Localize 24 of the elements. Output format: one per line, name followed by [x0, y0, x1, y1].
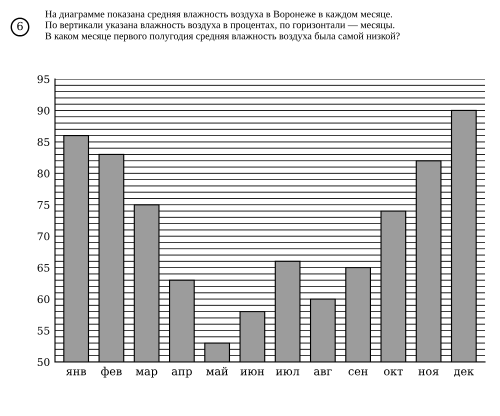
y-tick-label: 80	[38, 170, 50, 178]
text: 6	[17, 22, 23, 30]
y-tick-label: 65	[38, 264, 50, 272]
y-tick-label: 50	[38, 358, 50, 366]
x-tick-label: май	[206, 366, 228, 376]
y-tick-label: 75	[38, 201, 50, 209]
x-tick-label: июл	[276, 369, 300, 376]
x-tick-label: апр	[172, 369, 192, 378]
x-tick-label: июн	[240, 369, 264, 376]
x-tick-label: мар	[136, 369, 158, 378]
y-tick-label: 85	[38, 138, 50, 146]
x-tick-label: окт	[384, 369, 403, 376]
x-tick-label: авг	[314, 369, 332, 376]
chart-title: На диаграмме показана средняя влажность воздуха в Воронеже в каждом месяце. По вертикали указана влажность воздуха в процентах, по горизонтали — месяцы. В каком месяце первого полугодия средняя влажность воздуха была самой низкой?	[45, 10, 400, 42]
y-tick-label: 95	[38, 75, 50, 84]
x-tick-label: дек	[454, 369, 474, 377]
x-tick-label: янв	[66, 369, 86, 376]
y-tick-label: 90	[38, 106, 50, 115]
x-tick-label: ноя	[418, 369, 439, 376]
y-tick-label: 60	[38, 295, 50, 304]
y-tick-label: 55	[38, 326, 50, 335]
x-tick-label: фев	[101, 366, 122, 378]
y-tick-label: 70	[38, 232, 50, 240]
x-tick-label: сен	[348, 369, 368, 376]
